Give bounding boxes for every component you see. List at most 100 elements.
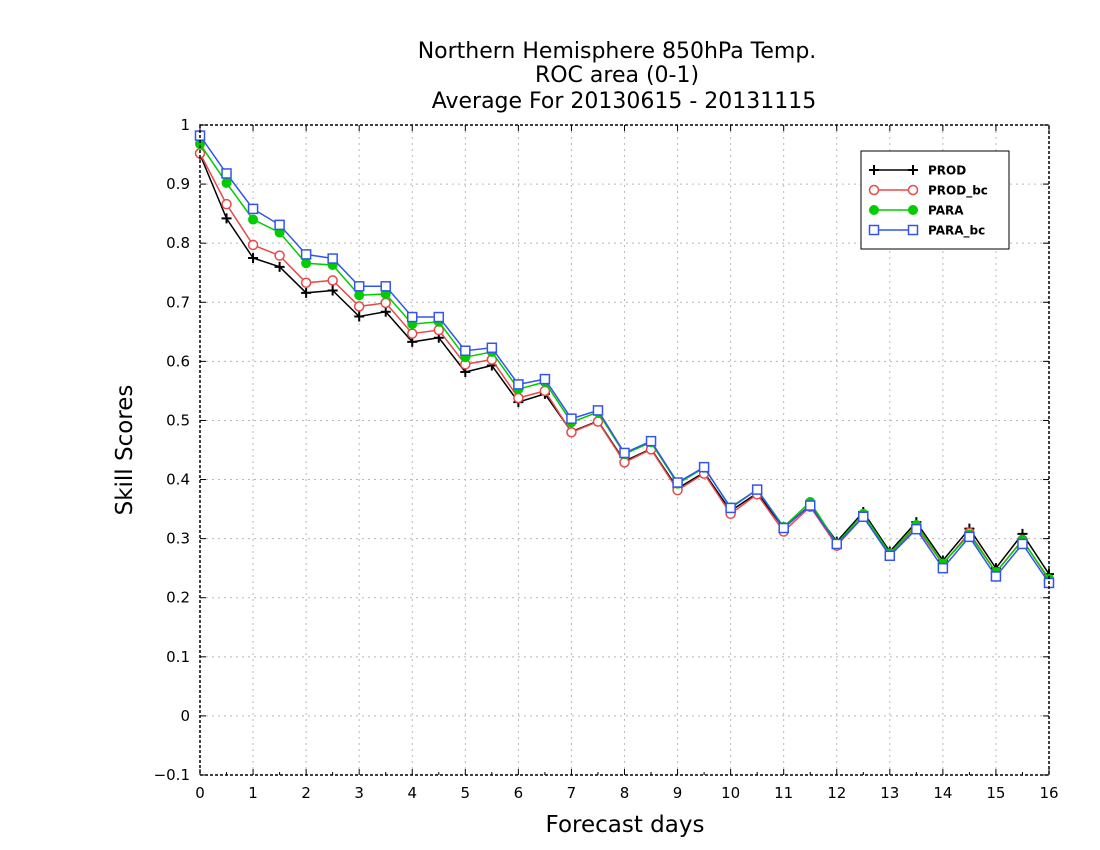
data-point [300, 277, 312, 289]
legend-entry: PROD_bc [868, 184, 988, 199]
data-point [247, 239, 259, 251]
data-point [301, 258, 312, 269]
y-tick-label: 0.8 [166, 234, 190, 252]
data-point [778, 522, 789, 534]
data-point [884, 550, 896, 562]
data-point [380, 297, 391, 309]
y-tick-label: 0.6 [166, 352, 190, 370]
data-point [300, 249, 312, 260]
data-point [566, 413, 577, 424]
data-point [1017, 538, 1028, 550]
x-tick-label: 10 [721, 784, 740, 802]
data-point [513, 392, 524, 404]
data-point [221, 168, 232, 179]
data-point [460, 345, 471, 356]
x-tick-label: 7 [567, 784, 577, 802]
y-tick-label: 0.7 [166, 293, 190, 311]
data-point [619, 457, 630, 468]
legend-marker [908, 205, 918, 215]
y-tick-label: 1 [180, 116, 190, 134]
x-tick-label: 6 [514, 784, 524, 802]
data-point [327, 253, 338, 264]
axis-ticks: 0 1 2 3 4 5 6 7 8 9 10 11 12 13 14 15 16−0.100.10.20.30.… [154, 116, 1059, 802]
y-tick-label: −0.1 [154, 766, 190, 784]
data-point [247, 203, 259, 215]
data-point [592, 405, 604, 416]
x-tick-label: 9 [673, 784, 683, 802]
legend-entry: PARA_bc [868, 224, 985, 239]
legend: PROD PROD_bc PARA PARA_bc [860, 150, 1010, 250]
data-point [274, 250, 285, 261]
legend-entry: PARA [869, 204, 964, 218]
data-point [858, 511, 869, 523]
data-point [407, 328, 418, 339]
legend-marker [869, 165, 879, 175]
x-tick-label: 13 [880, 784, 899, 802]
x-tick-label: 15 [986, 784, 1005, 802]
legend-marker [908, 165, 918, 175]
x-tick-label: 1 [248, 784, 258, 802]
grid [200, 125, 1049, 775]
x-tick-label: 11 [774, 784, 793, 802]
x-tick-label: 16 [1039, 784, 1058, 802]
y-tick-label: 0.9 [166, 175, 190, 193]
data-point [301, 287, 312, 298]
chart-title-line-2: ROC area (0-1) [535, 63, 699, 88]
data-point [407, 311, 418, 323]
data-point [619, 447, 630, 459]
data-point [937, 562, 949, 574]
data-point [274, 261, 285, 272]
legend-marker [868, 184, 880, 196]
x-tick-label: 8 [620, 784, 630, 802]
y-tick-label: 0.4 [166, 471, 190, 489]
legend-label: PROD [928, 164, 966, 178]
data-point [566, 427, 577, 438]
legend-entry: PROD [869, 164, 966, 178]
data-point [804, 500, 816, 511]
x-tick-label: 2 [301, 784, 311, 802]
x-tick-label: 12 [827, 784, 846, 802]
legend-box [860, 150, 1010, 250]
data-point [327, 275, 338, 286]
x-tick-label: 5 [461, 784, 471, 802]
chart-title-line-3: Average For 20130615 - 20131115 [432, 89, 817, 114]
data-point [513, 379, 524, 390]
x-tick-label: 4 [407, 784, 417, 802]
data-point [380, 306, 391, 317]
x-tick-label: 0 [195, 784, 205, 802]
data-point [248, 252, 259, 263]
legend-marker [907, 224, 919, 236]
data-point [433, 311, 445, 323]
x-tick-label: 14 [933, 784, 952, 802]
data-point [964, 531, 975, 543]
legend-label: PARA [928, 204, 964, 218]
chart-title-line-1: Northern Hemisphere 850hPa Temp. [418, 39, 817, 64]
plot-frame [199, 124, 1050, 776]
y-tick-label: 0.5 [166, 411, 190, 429]
data-point [725, 502, 736, 514]
data-point [274, 219, 285, 231]
data-point [221, 198, 232, 210]
legend-marker [868, 224, 880, 236]
data-point [698, 461, 710, 473]
data-point [672, 477, 683, 488]
data-point [354, 290, 365, 301]
y-tick-label: 0 [180, 707, 190, 725]
x-tick-label: 3 [354, 784, 364, 802]
data-point [486, 342, 498, 354]
data-point [831, 538, 842, 550]
y-tick-label: 0.2 [166, 589, 190, 607]
y-tick-label: 0.3 [166, 530, 190, 548]
legend-label: PROD_bc [928, 184, 988, 199]
legend-marker [869, 205, 879, 215]
data-point [327, 285, 338, 296]
data-point [751, 484, 763, 495]
plot-series [194, 130, 1055, 589]
legend-marker [907, 184, 919, 196]
data-point [911, 523, 922, 535]
data-point [354, 311, 365, 322]
data-point [248, 214, 259, 225]
data-point [221, 177, 232, 188]
y-axis-label: Skill Scores [112, 385, 138, 516]
